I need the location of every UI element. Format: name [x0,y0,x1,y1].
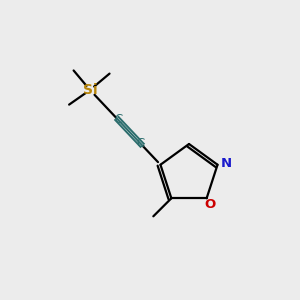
Text: O: O [204,198,215,212]
Text: C: C [114,113,122,126]
Text: Si: Si [83,83,97,97]
Text: N: N [220,157,232,170]
Text: C: C [136,137,145,150]
